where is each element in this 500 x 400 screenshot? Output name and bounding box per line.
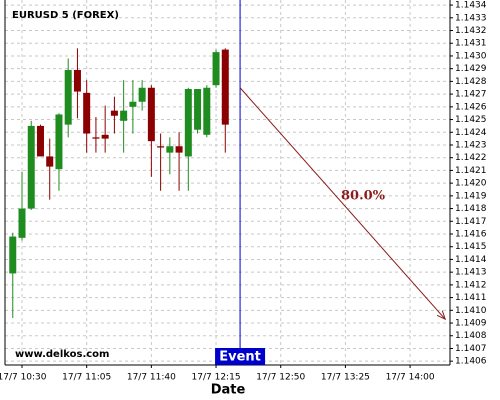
y-tick-label: 1.1424 xyxy=(455,128,487,138)
y-tick-label: 1.1411 xyxy=(455,293,487,303)
arrow-head xyxy=(436,310,447,321)
y-tick-label: 1.1418 xyxy=(455,204,487,214)
y-tick-label: 1.1429 xyxy=(455,64,487,74)
y-tick-label: 1.1427 xyxy=(455,90,487,100)
candle-body xyxy=(157,146,165,148)
y-tick-label: 1.1410 xyxy=(455,306,487,316)
candle-body xyxy=(83,92,91,134)
candle-body xyxy=(64,69,72,125)
plot: 1.1406 1.1407 1.1408 1.1409 1.1410 1.1411 1.14… xyxy=(0,0,487,398)
candle-body xyxy=(147,87,155,142)
y-tick-label: 1.1434 xyxy=(455,1,487,11)
candle-body xyxy=(55,114,63,170)
y-tick-label: 1.1408 xyxy=(455,331,487,341)
arrow-label: 80.0% xyxy=(341,189,386,204)
y-tick-label: 1.1413 xyxy=(455,268,487,278)
y-tick-label: 1.1433 xyxy=(455,13,487,23)
y-tick-label: 1.1406 xyxy=(455,357,487,367)
candle-body xyxy=(120,110,128,121)
x-tick-label: 17/7 10:30 xyxy=(0,373,47,383)
x-tick-label: 17/7 12:50 xyxy=(256,373,305,383)
candle-body xyxy=(27,125,35,209)
x-tick-label: 17/7 14:00 xyxy=(386,373,435,383)
candle-body xyxy=(175,146,183,153)
y-tick-label: 1.1432 xyxy=(455,26,487,36)
y-tick-label: 1.1428 xyxy=(455,77,487,87)
candle-body xyxy=(9,236,17,274)
candle-body xyxy=(36,125,44,157)
y-tick-label: 1.1416 xyxy=(455,230,487,240)
candle-body xyxy=(194,89,202,130)
y-tick-label: 1.1415 xyxy=(455,242,487,252)
candle-body xyxy=(110,110,118,116)
x-tick-label: 17/7 12:15 xyxy=(192,373,241,383)
y-tick-label: 1.1412 xyxy=(455,280,487,290)
event-box xyxy=(215,348,266,365)
candle-body xyxy=(129,101,137,107)
candle-body xyxy=(101,134,109,139)
y-tick-label: 1.1430 xyxy=(455,51,487,61)
y-tick-label: 1.1423 xyxy=(455,140,487,150)
x-axis-label: Date xyxy=(211,383,246,398)
y-tick-label: 1.1409 xyxy=(455,319,487,329)
candle-body xyxy=(92,137,100,139)
y-tick-label: 1.1425 xyxy=(455,115,487,125)
chart-title: EURUSD 5 (FOREX) xyxy=(12,10,119,21)
candle-body xyxy=(138,87,146,102)
candle-body xyxy=(73,69,81,92)
candle-body xyxy=(212,52,220,86)
y-tick-label: 1.1420 xyxy=(455,179,487,189)
candle-body xyxy=(18,208,26,238)
y-tick-label: 1.1431 xyxy=(455,39,487,49)
x-tick-label: 17/7 13:25 xyxy=(321,373,370,383)
x-tick-label: 17/7 11:40 xyxy=(127,373,176,383)
y-tick-label: 1.1414 xyxy=(455,255,487,265)
candle-body xyxy=(203,87,211,135)
y-tick-label: 1.1421 xyxy=(455,166,487,176)
y-tick-label: 1.1407 xyxy=(455,344,487,354)
event-label: Event xyxy=(219,350,261,365)
y-tick-label: 1.1426 xyxy=(455,102,487,112)
y-tick-label: 1.1422 xyxy=(455,153,487,163)
y-tick-label: 1.1417 xyxy=(455,217,487,227)
candle-body xyxy=(46,156,54,167)
candle-body xyxy=(221,49,229,125)
candle-body xyxy=(166,146,174,153)
x-tick-label: 17/7 11:05 xyxy=(62,373,111,383)
candle-body xyxy=(184,89,192,157)
y-tick-label: 1.1419 xyxy=(455,191,487,201)
watermark: www.delkos.com xyxy=(15,349,109,360)
forecast-arrow xyxy=(239,87,446,320)
